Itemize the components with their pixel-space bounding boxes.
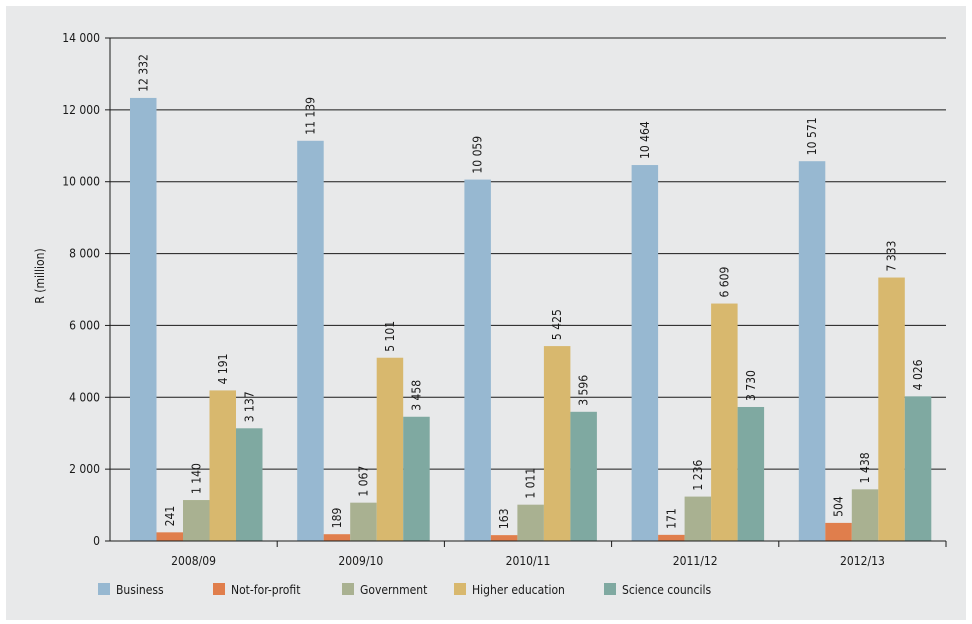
legend-swatch <box>98 583 110 595</box>
x-tick-label: 2010/11 <box>506 554 551 568</box>
bar <box>236 428 263 541</box>
legend-label: Not-for-profit <box>231 583 300 597</box>
data-label: 241 <box>163 506 177 527</box>
bar <box>737 406 765 541</box>
data-label: 1 011 <box>524 468 538 499</box>
bar <box>376 357 404 541</box>
bar <box>711 303 738 541</box>
x-tick-label: 2011/12 <box>673 554 718 568</box>
data-label: 1 236 <box>691 460 705 491</box>
y-tick-label: 12 000 <box>62 103 100 117</box>
bar <box>156 532 183 541</box>
bar <box>464 179 491 542</box>
bar <box>851 489 879 541</box>
legend-swatch <box>454 583 466 595</box>
y-tick-label: 10 000 <box>62 175 100 189</box>
bar <box>183 500 210 541</box>
data-label: 1 067 <box>356 466 370 497</box>
data-label: 6 609 <box>717 267 731 298</box>
x-tick-label: 2009/10 <box>338 554 383 568</box>
data-label: 163 <box>497 509 511 530</box>
data-label: 504 <box>832 496 846 517</box>
bar-chart: 12 332 241 1 140 4 191 3 137 11 139 189 1 067 5 … <box>33 31 947 597</box>
bar <box>350 502 377 541</box>
data-label: 5 101 <box>383 321 397 352</box>
data-label: 4 191 <box>216 354 230 385</box>
data-label: 10 571 <box>805 117 819 155</box>
data-label: 3 596 <box>577 375 591 406</box>
data-label: 189 <box>330 507 344 528</box>
y-tick-label: 8 000 <box>69 247 100 261</box>
bar <box>490 535 518 541</box>
data-label: 10 059 <box>471 136 485 174</box>
legend: Business Not-for-profit Government Higher e… <box>98 583 711 597</box>
data-label: 1 140 <box>189 463 203 494</box>
bar <box>403 416 430 541</box>
gridlines <box>110 37 946 470</box>
x-tick-label: 2012/13 <box>840 554 885 568</box>
data-label: 11 139 <box>303 97 317 135</box>
bars: 12 332 241 1 140 4 191 3 137 11 139 189 1 067 5 … <box>130 54 932 542</box>
bar <box>798 161 826 541</box>
y-tick-label: 4 000 <box>69 390 100 404</box>
x-tick-label: 2008/09 <box>171 554 216 568</box>
data-label: 3 137 <box>242 391 256 422</box>
bar <box>130 97 157 541</box>
data-label: 12 332 <box>136 54 150 92</box>
bar <box>904 396 932 541</box>
bar <box>297 140 324 542</box>
data-label: 1 438 <box>858 452 872 483</box>
bar <box>543 346 571 541</box>
y-axis-title: R (million) <box>33 248 47 303</box>
legend-label: Government <box>360 583 427 597</box>
data-label: 4 026 <box>911 359 925 390</box>
y-tick-label: 2 000 <box>69 462 100 476</box>
legend-label: Science councils <box>622 583 711 597</box>
y-tick-label: 14 000 <box>62 31 100 45</box>
bar <box>517 504 544 541</box>
legend-swatch <box>342 583 354 595</box>
y-tick-label: 0 <box>93 534 100 548</box>
legend-label: Business <box>116 583 164 597</box>
bar <box>209 390 236 541</box>
bar <box>631 165 659 541</box>
legend-label: Higher education <box>472 583 565 597</box>
data-label: 3 730 <box>744 370 758 401</box>
bar <box>658 534 685 541</box>
chart-frame: 12 332 241 1 140 4 191 3 137 11 139 189 1 067 5 … <box>6 6 966 620</box>
axes: 0 2 000 4 000 6 000 8 000 10 000 12 000 14 000 2… <box>62 31 947 568</box>
bar <box>684 496 712 541</box>
bar <box>570 411 597 541</box>
y-tick-label: 6 000 <box>69 318 100 332</box>
data-label: 171 <box>664 508 678 529</box>
bar <box>323 534 351 541</box>
legend-swatch <box>604 583 616 595</box>
data-label: 3 458 <box>409 380 423 411</box>
data-label: 7 333 <box>885 241 899 272</box>
data-label: 5 425 <box>550 309 564 340</box>
bar <box>825 522 852 541</box>
legend-swatch <box>213 583 225 595</box>
bar <box>878 277 905 541</box>
data-label: 10 464 <box>638 121 652 159</box>
